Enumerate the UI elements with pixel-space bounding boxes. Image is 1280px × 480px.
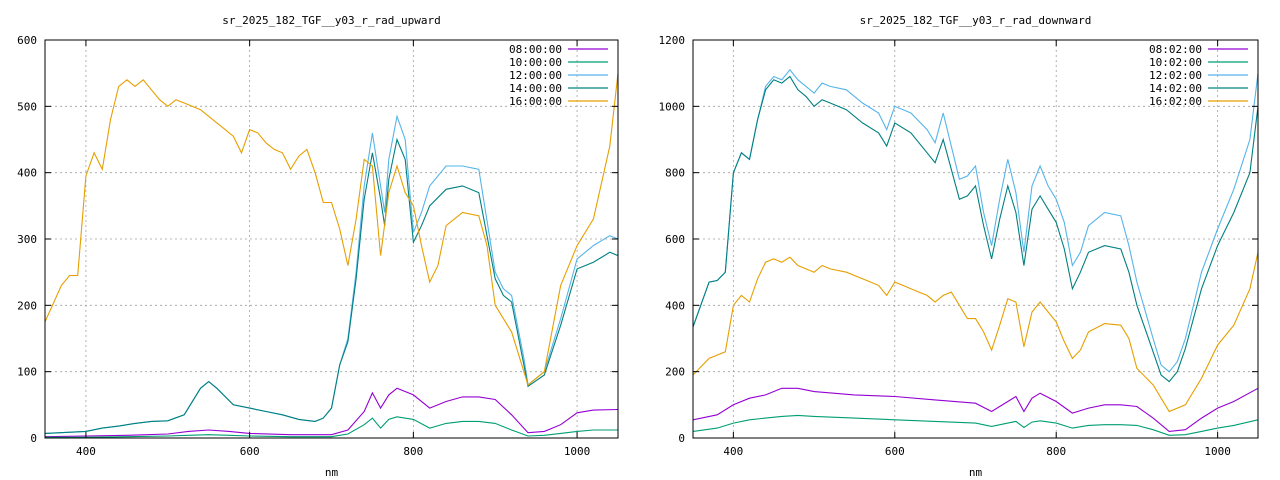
y-tick-label: 200: [17, 299, 37, 312]
y-tick-label: 1200: [659, 34, 686, 47]
upward-radiance-chart: 400 600 800 1000 0 100 200 300 400 500 600 sr_2025_…: [17, 14, 619, 479]
x-tick-label: 1000: [564, 445, 591, 458]
legend-label: 16:00:00: [509, 95, 562, 108]
y-tick-label: 400: [665, 299, 685, 312]
series-line-0: [693, 387, 1258, 432]
series-line-2: [45, 114, 618, 434]
x-tick-label: 400: [723, 445, 743, 458]
x-tick-label: 1000: [1204, 445, 1231, 458]
series-line-0: [45, 387, 618, 438]
y-tick-label: 200: [665, 366, 685, 379]
y-tick-label: 300: [17, 233, 37, 246]
x-tick-label: 600: [240, 445, 260, 458]
series-line-4: [45, 73, 618, 386]
legend-label: 10:02:00: [1149, 56, 1202, 69]
legend-label: 12:02:00: [1149, 69, 1202, 82]
x-tick-label: 600: [885, 445, 905, 458]
series-line-4: [693, 252, 1258, 413]
legend-label: 08:02:00: [1149, 43, 1202, 56]
series-line-3: [693, 75, 1258, 383]
y-tick-label: 600: [17, 34, 37, 47]
y-tick-label: 0: [30, 432, 37, 445]
legend-label: 16:02:00: [1149, 95, 1202, 108]
series-line-1: [45, 416, 618, 438]
y-tick-label: 1000: [659, 100, 686, 113]
y-tick-label: 100: [17, 366, 37, 379]
legend-label: 14:02:00: [1149, 82, 1202, 95]
x-axis-label: nm: [969, 466, 983, 479]
series-line-2: [693, 68, 1258, 373]
legend-label: 14:00:00: [509, 82, 562, 95]
chart-title: sr_2025_182_TGF__y03_r_rad_upward: [222, 14, 441, 27]
y-tick-label: 0: [678, 432, 685, 445]
y-tick-label: 800: [665, 167, 685, 180]
legend-label: 08:00:00: [509, 43, 562, 56]
y-tick-label: 600: [665, 233, 685, 246]
legend-label: 10:00:00: [509, 56, 562, 69]
y-tick-label: 400: [17, 167, 37, 180]
series-line-3: [45, 137, 618, 434]
x-tick-label: 800: [1046, 445, 1066, 458]
x-tick-label: 400: [76, 445, 96, 458]
y-tick-label: 500: [17, 100, 37, 113]
x-tick-label: 800: [403, 445, 423, 458]
series-line-1: [693, 414, 1258, 436]
chart-title: sr_2025_182_TGF__y03_r_rad_downward: [860, 14, 1092, 27]
downward-radiance-chart: 400 600 800 1000 0 200 400 600 800 1000 1200 sr_202…: [659, 14, 1259, 479]
x-axis-label: nm: [325, 466, 339, 479]
legend-label: 12:00:00: [509, 69, 562, 82]
